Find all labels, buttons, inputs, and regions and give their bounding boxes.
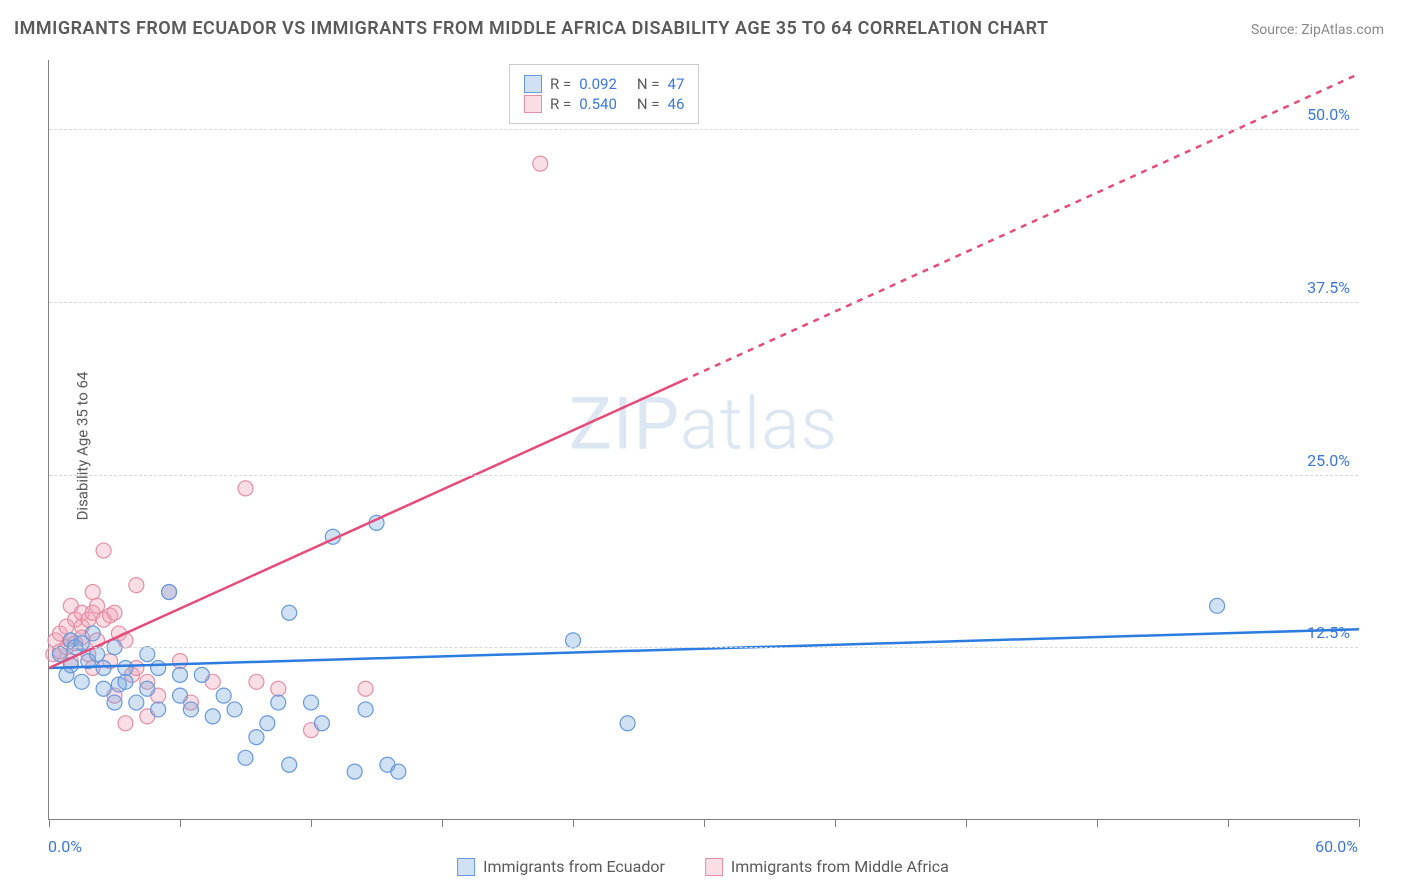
x-tick [1228,819,1229,827]
x-tick [180,819,181,827]
x-tick [49,819,50,827]
x-tick [1359,819,1360,827]
x-tick [1097,819,1098,827]
r-value-ecuador: 0.092 [579,75,617,93]
legend-label-africa: Immigrants from Middle Africa [731,857,949,876]
source-attribution: Source: ZipAtlas.com [1251,22,1384,38]
legend-item-africa: Immigrants from Middle Africa [705,857,949,876]
x-axis-min-label: 0.0% [48,837,82,856]
legend-label-ecuador: Immigrants from Ecuador [483,857,665,876]
y-gridline-label: 37.5% [1307,278,1350,297]
chart-svg [49,60,1358,819]
gridline [49,302,1358,303]
x-tick [442,819,443,827]
legend-row-ecuador: R = 0.092 N = 47 [524,75,684,93]
y-gridline-label: 25.0% [1307,451,1350,470]
x-tick [311,819,312,827]
r-value-africa: 0.540 [579,95,617,113]
y-gridline-label: 50.0% [1307,105,1350,124]
n-label: N = [637,95,660,113]
x-tick [573,819,574,827]
legend-item-ecuador: Immigrants from Ecuador [457,857,665,876]
x-axis-max-label: 60.0% [1315,837,1358,856]
swatch-africa [524,95,542,113]
n-value-ecuador: 47 [668,75,685,93]
legend-correlation: R = 0.092 N = 47 R = 0.540 N = 46 [509,64,699,124]
plot-area: ZIPatlas R = 0.092 N = 47 R = 0.540 N = … [48,60,1358,820]
swatch-ecuador [524,75,542,93]
x-tick [966,819,967,827]
y-gridline-label: 12.5% [1307,623,1350,642]
n-label: N = [637,75,660,93]
chart-title: IMMIGRANTS FROM ECUADOR VS IMMIGRANTS FR… [14,18,1049,39]
n-value-africa: 46 [668,95,685,113]
legend-row-africa: R = 0.540 N = 46 [524,95,684,113]
gridline [49,475,1358,476]
x-tick [835,819,836,827]
x-tick [704,819,705,827]
gridline [49,647,1358,648]
swatch-ecuador-bottom [457,858,475,876]
r-label: R = [550,75,571,93]
gridline [49,129,1358,130]
legend-bottom: Immigrants from Ecuador Immigrants from … [457,857,949,876]
r-label: R = [550,95,571,113]
swatch-africa-bottom [705,858,723,876]
